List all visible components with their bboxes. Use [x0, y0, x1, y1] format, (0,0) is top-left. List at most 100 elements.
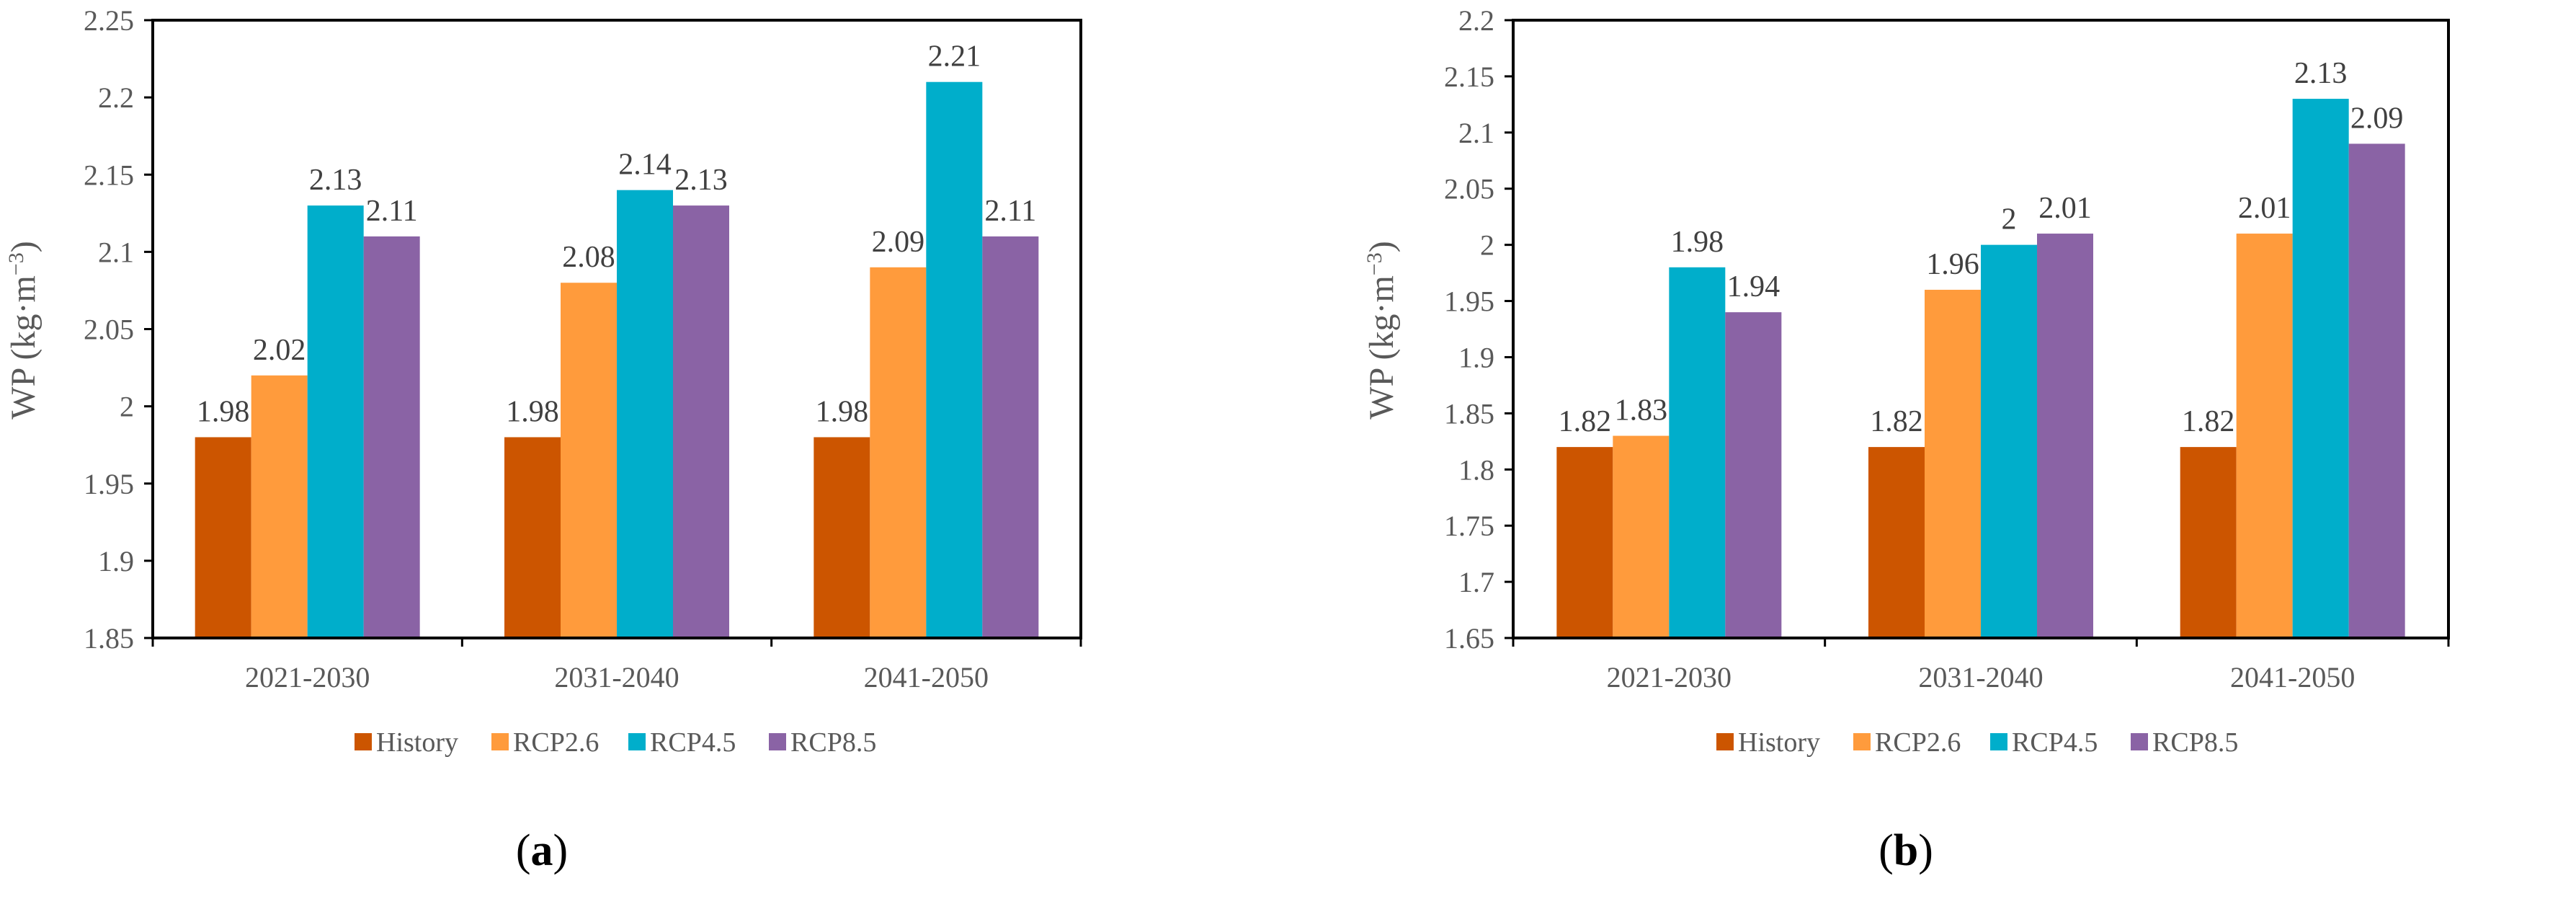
data-label: 1.83: [1615, 394, 1668, 427]
y-tick-label: 1.75: [1444, 510, 1494, 542]
legend-label: History: [1738, 727, 1820, 758]
y-tick-label: 2: [1480, 229, 1494, 262]
y-tick-label: 1.7: [1458, 566, 1494, 598]
bar-rcp85-2031-2040: [2037, 234, 2093, 638]
data-label: 1.96: [1926, 248, 1979, 281]
legend-label: RCP4.5: [650, 727, 736, 758]
data-label: 1.82: [1559, 405, 1612, 438]
bar-rcp85-2021-2030: [363, 236, 420, 638]
legend-swatch-rcp26: [1853, 733, 1871, 750]
bar-rcp26-2031-2040: [561, 283, 617, 638]
data-label: 2.02: [253, 334, 306, 367]
legend-swatch-rcp85: [769, 733, 786, 750]
panel-label-open: (: [516, 826, 531, 875]
bar-rcp26-2041-2050: [2236, 234, 2293, 638]
y-tick-label: 2.1: [1458, 117, 1494, 149]
x-tick-label: 2031-2040: [554, 661, 679, 693]
data-label: 1.98: [506, 395, 559, 428]
bar-rcp85-2041-2050: [2348, 143, 2405, 638]
data-label: 2.13: [309, 164, 362, 197]
legend-label: RCP2.6: [1875, 727, 1961, 758]
bar-rcp26-2021-2030: [1613, 435, 1670, 638]
y-tick-label: 1.8: [1458, 453, 1494, 486]
data-label: 2.21: [928, 40, 981, 74]
x-tick-label: 2021-2030: [1607, 661, 1732, 693]
data-label: 2.13: [2294, 57, 2348, 90]
y-axis-title-text: WP (kg·m: [1363, 275, 1401, 420]
panel-label-letter: b: [1894, 826, 1918, 875]
data-label: 2.11: [984, 195, 1036, 228]
y-tick-label: 2.05: [1444, 173, 1494, 205]
y-tick-label: 2.15: [1444, 61, 1494, 93]
y-axis-title-text: WP (kg·m: [4, 275, 43, 420]
y-axis-title-superscript: −3: [4, 252, 28, 275]
bar-rcp45-2021-2030: [307, 205, 364, 639]
panel-label-letter: a: [531, 826, 553, 875]
panel-label: (b): [1878, 826, 1933, 875]
panel-label-close: ): [1918, 826, 1933, 875]
bar-rcp85-2031-2040: [673, 205, 729, 639]
x-tick-label: 2041-2050: [864, 661, 989, 693]
data-label: 2.09: [872, 226, 925, 259]
plot-frame: [1512, 19, 2450, 639]
y-axis-title: WP (kg·m−3): [1363, 241, 1401, 419]
y-axis-title-close: ): [1363, 241, 1401, 252]
legend-swatch-rcp85: [2131, 733, 2148, 750]
y-tick-label: 1.65: [1444, 622, 1494, 655]
legend-label: History: [376, 727, 458, 758]
bar-rcp26-2041-2050: [870, 267, 927, 638]
bar-history-2031-2040: [1868, 447, 1925, 638]
y-tick-label: 2.15: [84, 159, 134, 191]
bar-rcp85-2041-2050: [982, 236, 1039, 638]
data-label: 2.11: [366, 195, 418, 228]
x-tick-label: 2021-2030: [245, 661, 370, 693]
y-axis-title-close: ): [4, 241, 43, 252]
bar-history-2041-2050: [2180, 447, 2237, 638]
data-label: 2.01: [2238, 192, 2291, 225]
data-label: 1.82: [1870, 405, 1923, 438]
bar-history-2021-2030: [195, 437, 251, 638]
y-tick-label: 1.95: [84, 468, 134, 500]
panel-label: (a): [516, 826, 568, 875]
legend-label: RCP8.5: [790, 727, 876, 758]
y-tick-label: 2.05: [84, 314, 134, 346]
bar-rcp45-2041-2050: [926, 81, 983, 638]
data-label: 2: [2002, 203, 2017, 236]
legend-swatch-rcp45: [628, 733, 646, 750]
y-tick-label: 2: [120, 391, 134, 423]
bar-rcp26-2021-2030: [251, 375, 308, 638]
data-label: 1.98: [816, 395, 869, 428]
y-tick-label: 1.85: [1444, 397, 1494, 430]
panel-label-open: (: [1878, 826, 1894, 875]
y-axis-title: WP (kg·m−3): [4, 241, 43, 419]
data-label: 2.01: [2038, 192, 2092, 225]
chart-panel-b: 1.82 1.82 1.821.831.962.011.9822.131.942.0…: [1363, 4, 2450, 875]
data-label: 2.14: [618, 149, 672, 182]
legend-swatch-history: [1716, 733, 1734, 750]
bar-history-2041-2050: [814, 437, 870, 638]
bar-rcp45-2021-2030: [1669, 267, 1726, 638]
bar-rcp26-2031-2040: [1925, 289, 1981, 638]
y-tick-label: 2.2: [98, 81, 134, 114]
y-tick-label: 2.2: [1458, 4, 1494, 37]
bar-rcp45-2031-2040: [1981, 244, 2037, 638]
data-label: 1.94: [1727, 270, 1781, 303]
data-label: 2.13: [674, 164, 728, 197]
y-tick-label: 1.85: [84, 622, 134, 655]
bar-rcp45-2041-2050: [2292, 99, 2349, 638]
data-label: 1.98: [1671, 226, 1724, 259]
legend-swatch-history: [355, 733, 372, 750]
bar-rcp85-2021-2030: [1725, 312, 1782, 638]
bar-history-2031-2040: [504, 437, 561, 638]
legend-label: RCP8.5: [2152, 727, 2238, 758]
x-tick-label: 2031-2040: [1918, 661, 2043, 693]
legend-swatch-rcp26: [491, 733, 509, 750]
y-tick-label: 2.1: [98, 236, 134, 268]
bar-history-2021-2030: [1556, 447, 1613, 638]
data-label: 2.09: [2350, 102, 2404, 135]
x-tick-label: 2041-2050: [2230, 661, 2355, 693]
chart-panel-a: 1.98 1.98 1.982.022.08 2.092.13 2.142.212.11…: [4, 4, 1082, 875]
bar-rcp45-2031-2040: [617, 190, 673, 638]
data-label: 1.98: [197, 395, 250, 428]
